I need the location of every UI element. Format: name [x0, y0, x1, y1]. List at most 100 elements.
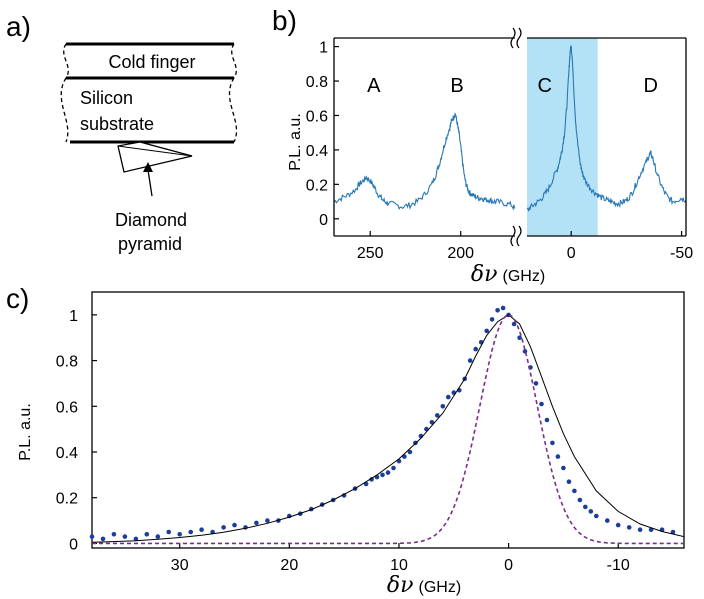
panel-c-xtick-label: 20	[280, 557, 298, 574]
data-point	[588, 509, 594, 514]
data-point	[626, 525, 632, 530]
panel-c-xtick-label: -10	[607, 557, 630, 574]
panel-a: a) Cold finger Silicon substrate Diamond…	[6, 11, 238, 254]
cold-finger-block: Cold finger	[63, 42, 237, 80]
panel-b-xtick-label: 0	[567, 245, 576, 262]
data-point	[221, 525, 226, 530]
data-point	[144, 532, 150, 537]
diamond-pyramid: Diamond pyramid	[115, 141, 193, 254]
data-point	[111, 532, 117, 537]
data-point	[637, 527, 643, 532]
panel-b-ytick-label: 0	[319, 212, 328, 229]
data-point	[577, 497, 583, 503]
panel-c-xtick-label: 0	[504, 557, 513, 574]
data-point	[385, 470, 391, 475]
axis-break-mark	[516, 225, 522, 247]
panel-b-xtick-label: 200	[447, 245, 474, 262]
data-point	[380, 472, 385, 478]
panel-b-xlabel: δν (GHz)	[471, 262, 545, 287]
panel-c-xlabel-symbol: δν	[387, 573, 414, 598]
data-point	[517, 335, 522, 341]
data-point	[489, 317, 495, 322]
data-point	[188, 529, 193, 535]
panel-b-axes	[333, 27, 687, 247]
cold-finger-label: Cold finger	[108, 52, 195, 72]
gaussian-fit-line	[92, 314, 684, 545]
peak-label: C	[537, 75, 551, 97]
data-point	[500, 305, 506, 311]
panel-c-ytick-label: 0.8	[56, 354, 78, 371]
panel-c-ylabel: P.L. a.u.	[17, 403, 34, 461]
panel-b-xtick-label: -50	[670, 245, 693, 262]
panel-b-trace-1	[333, 112, 516, 211]
data-point	[89, 534, 95, 539]
panel-c-label: c)	[6, 283, 29, 314]
panel-b-xtick-label: 250	[357, 245, 384, 262]
data-point	[407, 449, 413, 455]
panel-b-peak-labels: A B C D	[367, 75, 658, 97]
panel-b-label: b)	[272, 5, 297, 36]
panel-b-ytick-label: 0.4	[306, 143, 328, 160]
data-point	[495, 308, 500, 313]
data-point	[594, 513, 599, 519]
panel-b-ytick-label: 0.8	[306, 74, 328, 91]
data-point	[177, 532, 182, 537]
shaded-region-rect	[527, 38, 598, 236]
pyramid-label: pyramid	[118, 234, 182, 254]
panel-b-trace-2	[526, 45, 687, 213]
peak-label: D	[643, 75, 657, 97]
data-point	[550, 440, 555, 446]
shaded-region	[527, 38, 598, 236]
panel-c-xtick-label: 30	[171, 557, 189, 574]
pointer-arrow	[147, 169, 153, 197]
panel-c-ytick-label: 0.4	[56, 445, 78, 462]
data-point	[533, 381, 539, 386]
panel-c-xlabel: δν (GHz)	[387, 573, 461, 598]
panel-c-frame	[91, 291, 685, 549]
data-point	[429, 420, 435, 425]
data-point	[473, 346, 479, 352]
panel-b-ytick-label: 1	[319, 40, 328, 57]
data-point	[561, 465, 566, 471]
panel-c-ytick-label: 0.6	[56, 399, 78, 416]
panel-b-xlabel-unit: (GHz)	[502, 268, 545, 285]
fit-line	[92, 314, 684, 543]
data-point	[615, 522, 621, 528]
silicon-substrate-block: Silicon substrate	[60, 77, 238, 144]
data-point	[544, 417, 550, 423]
data-point	[572, 488, 577, 494]
data-point	[435, 413, 440, 418]
data-point	[122, 534, 128, 539]
data-point	[484, 328, 490, 334]
data-point	[446, 394, 451, 400]
data-point	[265, 518, 270, 523]
data-point	[232, 522, 237, 528]
data-point	[670, 529, 676, 535]
data-point	[555, 454, 561, 459]
panel-c-xtick-label: 10	[390, 557, 408, 574]
silicon-label: Silicon	[80, 88, 133, 108]
panel-c-ytick-label: 0	[69, 536, 78, 553]
axis-break-mark	[510, 27, 516, 49]
data-point	[369, 477, 374, 482]
panel-b-xlabel-symbol: δν	[471, 262, 498, 287]
data-point	[100, 536, 106, 542]
panel-c-ytick-label: 0.2	[56, 491, 78, 508]
data-point	[155, 534, 161, 539]
data-point	[467, 358, 473, 363]
data-point	[199, 527, 204, 532]
panel-b-ytick-label: 0.2	[306, 177, 328, 194]
panel-c-ticks: 0 0.2 0.4 0.6 0.8 1 30 20 10 0 -10	[56, 308, 630, 574]
data-point	[583, 504, 588, 510]
panel-c-ytick-label: 1	[69, 308, 78, 325]
data-point	[254, 520, 259, 526]
panel-c-axes	[91, 291, 685, 549]
data-point	[166, 529, 171, 535]
data-point	[133, 536, 139, 542]
axis-break-mark	[510, 225, 516, 247]
peak-label: A	[367, 75, 381, 97]
diamond-label: Diamond	[115, 210, 187, 230]
panel-c-series	[89, 305, 684, 545]
panel-a-label: a)	[6, 11, 31, 42]
